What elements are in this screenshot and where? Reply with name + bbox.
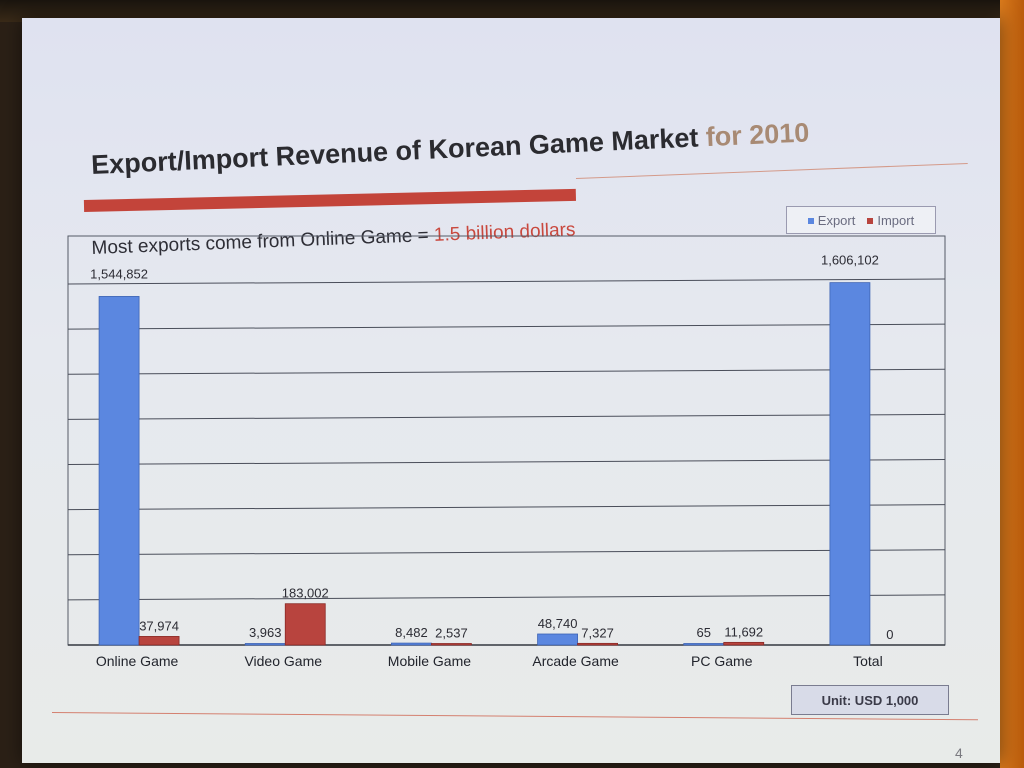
gridline (67, 504, 946, 511)
gridline (67, 594, 946, 601)
unit-label: Unit: USD 1,000 (791, 685, 949, 715)
data-label-export: 65 (697, 625, 711, 640)
data-label-import: 183,002 (282, 586, 329, 601)
data-label-import: 7,327 (581, 625, 614, 640)
gridline (67, 368, 946, 375)
legend-label-import: Import (877, 212, 915, 228)
page-number: 4 (955, 745, 963, 761)
category-label: Arcade Game (532, 653, 619, 669)
data-label-export: 1,544,852 (90, 266, 148, 281)
bar-export (683, 643, 725, 646)
category-label: Video Game (244, 653, 322, 669)
category-label: PC Game (691, 653, 753, 669)
bar-export (98, 296, 140, 646)
data-label-import: 11,692 (724, 624, 763, 639)
bar-export (391, 642, 432, 646)
bar-import (577, 642, 618, 646)
gridline (67, 459, 946, 465)
room-background-right (1000, 0, 1024, 768)
bar-export (537, 633, 578, 646)
category-label: Online Game (96, 653, 179, 669)
data-label-export: 8,482 (395, 625, 428, 640)
data-label-import: 37,974 (139, 618, 179, 633)
category-label: Total (853, 653, 883, 669)
legend-swatch-export (807, 218, 814, 225)
chart-legend: Export Import (786, 206, 936, 234)
bar-import (431, 643, 472, 646)
gridline (67, 323, 946, 330)
plot-frame (67, 235, 946, 646)
gridline (67, 413, 946, 420)
bar-import (284, 603, 326, 646)
room-background-top (0, 0, 1024, 22)
gridline (67, 278, 946, 285)
legend-swatch-import (867, 218, 874, 225)
legend-label-export: Export (817, 212, 856, 228)
bar-import (723, 641, 765, 646)
gridline (67, 549, 946, 556)
data-label-import: 2,537 (435, 626, 468, 641)
data-label-export: 1,606,102 (821, 253, 879, 268)
data-label-export: 3,963 (249, 625, 282, 640)
legend-item-export: Export (807, 212, 856, 228)
bar-export (244, 643, 286, 646)
data-label-export: 48,740 (538, 616, 578, 631)
bar-export (829, 282, 871, 646)
legend-item-import: Import (867, 213, 914, 228)
category-label: Mobile Game (388, 653, 471, 669)
data-label-import: 0 (886, 627, 893, 642)
bar-import (138, 636, 180, 646)
